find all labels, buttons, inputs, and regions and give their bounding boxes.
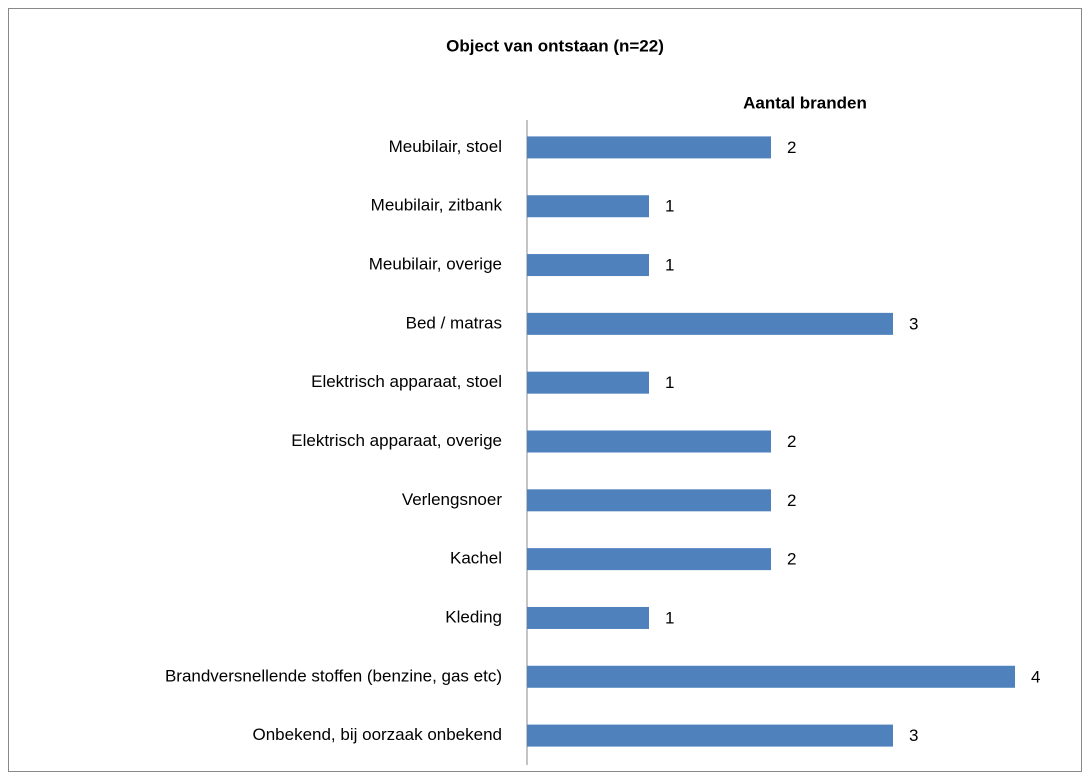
- y-tick-label: Elektrisch apparaat, stoel: [311, 372, 502, 391]
- chart-title: Object van ontstaan (n=22): [446, 36, 664, 55]
- bar: [527, 312, 893, 335]
- value-label: 3: [909, 726, 918, 745]
- bar: [527, 136, 771, 159]
- value-label: 1: [665, 373, 674, 392]
- bar: [527, 371, 649, 394]
- y-tick-label: Elektrisch apparaat, overige: [291, 431, 502, 450]
- y-tick-label: Meubilair, zitbank: [371, 196, 503, 215]
- value-label: 2: [787, 138, 796, 157]
- y-tick-label: Kachel: [450, 549, 502, 568]
- bar: [527, 548, 771, 571]
- y-tick-label: Kleding: [445, 607, 502, 626]
- y-tick-label: Meubilair, overige: [369, 255, 502, 274]
- bar: [527, 665, 1015, 688]
- y-tick-label: Brandversnellende stoffen (benzine, gas …: [165, 666, 502, 685]
- bar: [527, 489, 771, 512]
- value-label: 4: [1031, 667, 1040, 686]
- value-label: 3: [909, 314, 918, 333]
- bar: [527, 254, 649, 277]
- bar: [527, 606, 649, 629]
- y-tick-label: Verlengsnoer: [402, 490, 503, 509]
- value-label: 2: [787, 550, 796, 569]
- value-label: 2: [787, 432, 796, 451]
- bar: [527, 195, 649, 218]
- series-label: Aantal branden: [743, 93, 867, 112]
- y-tick-label: Bed / matras: [406, 313, 502, 332]
- value-label: 2: [787, 491, 796, 510]
- value-label: 1: [665, 608, 674, 627]
- y-tick-label: Onbekend, bij oorzaak onbekend: [252, 725, 502, 744]
- value-label: 1: [665, 256, 674, 275]
- bar: [527, 430, 771, 453]
- y-tick-label: Meubilair, stoel: [389, 137, 502, 156]
- value-label: 1: [665, 197, 674, 216]
- bar: [527, 724, 893, 747]
